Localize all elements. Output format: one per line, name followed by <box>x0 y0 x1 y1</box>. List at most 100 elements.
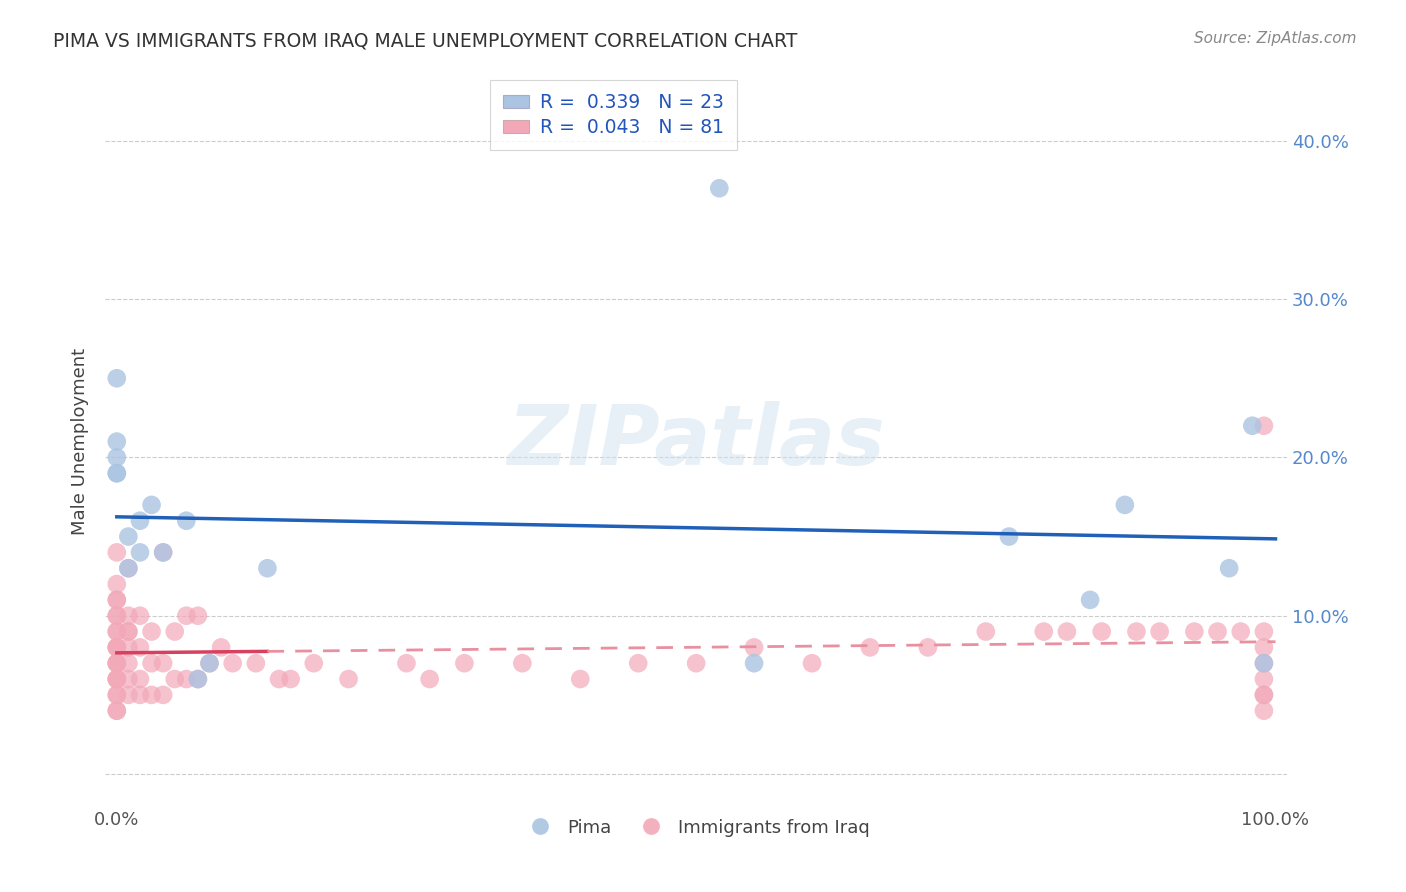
Point <box>1253 672 1275 686</box>
Point <box>974 624 997 639</box>
Point <box>1253 704 1275 718</box>
Point <box>141 498 163 512</box>
Point <box>105 672 128 686</box>
Point <box>105 608 128 623</box>
Point <box>187 672 209 686</box>
Point <box>117 530 139 544</box>
Point <box>1241 418 1264 433</box>
Point <box>198 657 221 671</box>
Point <box>105 593 128 607</box>
Point <box>1253 688 1275 702</box>
Point <box>105 672 128 686</box>
Text: ZIPatlas: ZIPatlas <box>508 401 886 482</box>
Point <box>302 657 325 671</box>
Point <box>152 688 174 702</box>
Point <box>105 688 128 702</box>
Point <box>1078 593 1101 607</box>
Point <box>569 672 592 686</box>
Point <box>105 704 128 718</box>
Point <box>1253 657 1275 671</box>
Point <box>1114 498 1136 512</box>
Point <box>117 624 139 639</box>
Point <box>117 672 139 686</box>
Point <box>998 530 1021 544</box>
Point <box>245 657 267 671</box>
Point <box>129 672 152 686</box>
Point <box>176 608 198 623</box>
Point <box>453 657 475 671</box>
Point <box>105 467 128 481</box>
Point <box>105 467 128 481</box>
Point <box>1229 624 1251 639</box>
Point <box>187 608 209 623</box>
Point <box>129 688 152 702</box>
Point <box>141 657 163 671</box>
Point <box>105 434 128 449</box>
Point <box>129 514 152 528</box>
Point <box>105 657 128 671</box>
Point <box>117 688 139 702</box>
Point <box>1056 624 1078 639</box>
Point <box>209 640 232 655</box>
Point <box>105 593 128 607</box>
Point <box>1032 624 1054 639</box>
Point <box>1253 640 1275 655</box>
Point <box>141 688 163 702</box>
Point <box>163 672 186 686</box>
Point <box>117 657 139 671</box>
Point <box>105 672 128 686</box>
Point <box>163 624 186 639</box>
Point <box>176 672 198 686</box>
Point <box>105 608 128 623</box>
Point <box>801 657 824 671</box>
Point <box>117 624 139 639</box>
Point <box>117 561 139 575</box>
Point <box>105 450 128 465</box>
Point <box>187 672 209 686</box>
Point <box>627 657 650 671</box>
Point <box>1149 624 1171 639</box>
Point <box>105 640 128 655</box>
Point <box>129 608 152 623</box>
Point <box>512 657 534 671</box>
Point <box>917 640 939 655</box>
Point <box>105 640 128 655</box>
Point <box>221 657 243 671</box>
Point <box>859 640 882 655</box>
Point <box>256 561 278 575</box>
Text: Source: ZipAtlas.com: Source: ZipAtlas.com <box>1194 31 1357 46</box>
Point <box>105 624 128 639</box>
Point <box>105 657 128 671</box>
Point <box>1253 657 1275 671</box>
Point <box>1253 624 1275 639</box>
Point <box>742 640 765 655</box>
Point <box>176 514 198 528</box>
Point <box>1218 561 1240 575</box>
Point <box>105 577 128 591</box>
Point <box>141 624 163 639</box>
Point <box>105 688 128 702</box>
Point <box>117 640 139 655</box>
Point <box>280 672 302 686</box>
Point <box>152 545 174 559</box>
Point <box>709 181 731 195</box>
Point <box>337 672 360 686</box>
Point <box>1253 418 1275 433</box>
Point <box>1182 624 1205 639</box>
Legend: Pima, Immigrants from Iraq: Pima, Immigrants from Iraq <box>515 812 877 844</box>
Point <box>267 672 290 686</box>
Point <box>152 657 174 671</box>
Point <box>117 608 139 623</box>
Point <box>685 657 707 671</box>
Point <box>742 657 765 671</box>
Point <box>1253 688 1275 702</box>
Point <box>105 371 128 385</box>
Point <box>152 545 174 559</box>
Point <box>129 640 152 655</box>
Point <box>129 545 152 559</box>
Point <box>105 624 128 639</box>
Point <box>105 545 128 559</box>
Point <box>419 672 441 686</box>
Point <box>1206 624 1229 639</box>
Point <box>105 640 128 655</box>
